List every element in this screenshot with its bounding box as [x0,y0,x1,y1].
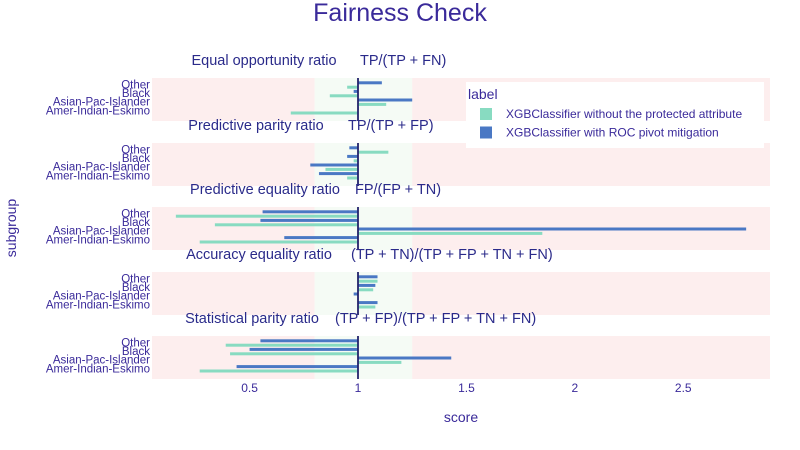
panel-2: Predictive parity ratio TP/(TP + FP) Other… [46,118,770,186]
bar-without-protected [290,111,358,115]
x-tick-label: 1.5 [458,381,475,395]
unfair-zone-left [152,143,315,186]
fair-zone [314,272,413,315]
bar-roc-pivot [358,227,747,231]
bar-without-protected [358,360,402,364]
panel-formula-label: TP/(TP + FP) [348,118,434,134]
subgroup-tick-label: Amer-Indian-Eskimo [46,234,150,246]
x-axis-title: score [444,409,478,425]
legend: label XGBClassifier without the protected… [466,82,764,148]
legend-swatch [480,126,492,139]
legend-entry-label: XGBClassifier with ROC pivot mitigation [506,126,719,140]
panel-metric-label: Equal opportunity ratio [191,53,336,69]
subgroup-tick-label: Black [122,217,150,229]
panel-4: Accuracy equality ratio (TP + TN)/(TP + F… [46,247,770,315]
bar-without-protected [199,369,358,373]
bar-roc-pivot [310,163,358,167]
unfair-zone-left [152,78,315,121]
x-tick-label: 1 [355,381,362,395]
bar-without-protected [347,85,358,89]
bar-without-protected [358,305,376,309]
panel-formula-label: FP/(FP + TN) [355,182,441,198]
subgroup-tick-label: Black [122,153,150,165]
bar-roc-pivot [353,89,358,93]
bar-roc-pivot [358,81,382,85]
bar-roc-pivot [358,301,378,305]
bar-without-protected [358,102,387,106]
panel-metric-label: Predictive equality ratio [190,182,340,198]
unfair-zone-left [152,207,315,250]
x-tick-label: 2 [571,381,578,395]
bar-roc-pivot [358,98,413,102]
subgroup-tick-label: Asian-Pac-Islander [53,355,150,367]
bar-without-protected [175,214,358,218]
panel-metric-label: Accuracy equality ratio [186,247,332,263]
panel-metric-label: Predictive parity ratio [188,118,323,134]
legend-entry-label: XGBClassifier without the protected attr… [506,107,742,121]
y-axis-title: subgroup [3,199,19,258]
bar-roc-pivot [260,339,358,343]
bar-roc-pivot [260,218,358,222]
bar-without-protected [358,231,543,235]
x-tick-label: 2.5 [675,381,692,395]
subgroup-tick-label: Other [121,80,150,92]
bar-roc-pivot [358,283,376,287]
subgroup-tick-label: Amer-Indian-Eskimo [46,105,150,117]
bar-roc-pivot [353,292,358,296]
bar-roc-pivot [349,146,358,150]
bar-without-protected [325,167,358,171]
bar-without-protected [358,288,374,292]
panels-layer: Equal opportunity ratio TP/(TP + FN) Other… [46,53,770,379]
subgroup-tick-label: Amer-Indian-Eskimo [46,170,150,182]
bar-roc-pivot [284,236,358,240]
subgroup-tick-label: Black [122,88,150,100]
chart-title: Fairness Check [313,0,487,27]
bar-roc-pivot [358,275,378,279]
x-tick-label: 0.5 [241,381,258,395]
panel-metric-label: Statistical parity ratio [185,311,319,327]
bar-without-protected [230,352,358,356]
bar-without-protected [358,150,389,154]
bar-without-protected [353,159,358,163]
bar-without-protected [358,279,378,283]
subgroup-tick-label: Other [121,145,150,157]
bar-without-protected [225,343,358,347]
unfair-zone-right [412,272,770,315]
subgroup-tick-label: Other [121,338,150,350]
unfair-zone-right [412,143,770,186]
legend-box [466,82,764,148]
subgroup-tick-label: Asian-Pac-Islander [53,226,150,238]
bar-without-protected [329,94,358,98]
legend-title: label [468,86,498,102]
panel-formula-label: (TP + TN)/(TP + FP + TN + FN) [351,247,553,263]
bar-roc-pivot [347,154,358,158]
subgroup-tick-label: Other [121,209,150,221]
bar-roc-pivot [262,210,358,214]
bar-roc-pivot [358,356,452,360]
subgroup-tick-label: Asian-Pac-Islander [53,291,150,303]
bar-without-protected [347,176,358,180]
panel-3: Predictive equality ratio FP/(FP + TN) Oth… [46,182,770,250]
bar-roc-pivot [249,347,358,351]
subgroup-tick-label: Other [121,274,150,286]
subgroup-tick-label: Asian-Pac-Islander [53,97,150,109]
panel-5: Statistical parity ratio (TP + FP)/(TP + … [46,311,770,379]
panel-formula-label: TP/(TP + FN) [360,53,446,69]
legend-swatch [480,108,492,120]
subgroup-tick-label: Black [122,282,150,294]
unfair-zone-left [152,336,315,379]
x-axis-ticks: 0.5 1 1.5 2 2.5 [241,381,692,395]
bar-roc-pivot [236,365,358,369]
bar-without-protected [214,223,358,227]
subgroup-tick-label: Black [122,346,150,358]
unfair-zone-left [152,272,315,315]
bar-roc-pivot [318,172,358,176]
subgroup-tick-label: Amer-Indian-Eskimo [46,299,150,311]
subgroup-tick-label: Amer-Indian-Eskimo [46,363,150,375]
panel-formula-label: (TP + FP)/(TP + FP + TN + FN) [335,311,536,327]
bar-without-protected [199,240,358,244]
unfair-zone-right [412,336,770,379]
subgroup-tick-label: Asian-Pac-Islander [53,162,150,174]
